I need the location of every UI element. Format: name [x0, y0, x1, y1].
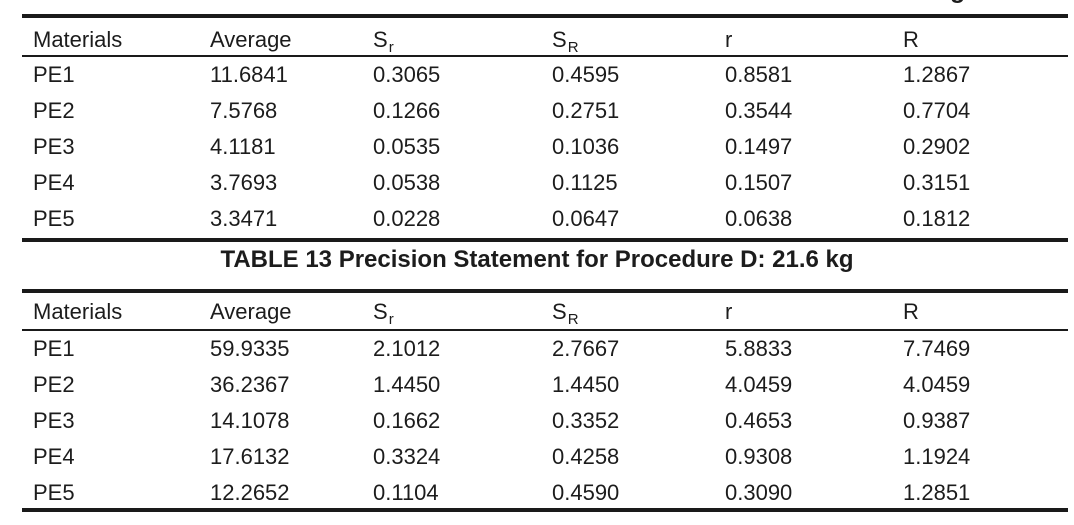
table-cell: PE5 [33, 480, 75, 505]
table-cell: 0.1812 [903, 206, 971, 231]
table-row: PE2 7.5768 0.1266 0.2751 0.3544 0.7704 [22, 98, 1068, 124]
table-cell: 1.2851 [903, 480, 971, 505]
table-cell: 0.0638 [725, 206, 793, 231]
table-cell: PE5 [33, 206, 75, 231]
table-cell: 0.0538 [373, 170, 441, 195]
table-cell: 0.4258 [552, 444, 620, 469]
table-cell: 3.3471 [210, 206, 278, 231]
table-cell: 11.6841 [210, 62, 288, 87]
subscript: r [388, 39, 394, 56]
table-cell: 7.7469 [903, 336, 971, 361]
table-cell: 0.9308 [725, 444, 793, 469]
table-cell: 0.3151 [903, 170, 971, 195]
table-cell: 3.7693 [210, 170, 278, 195]
table-row: PE3 14.1078 0.1662 0.3352 0.4653 0.9387 [22, 408, 1068, 434]
table-cell: 36.2367 [210, 372, 290, 397]
table-cell: 0.1266 [373, 98, 441, 123]
table-cell: 0.8581 [725, 62, 793, 87]
table-cell: 0.2751 [552, 98, 620, 123]
table-cell: 0.1662 [373, 408, 441, 433]
table-row: PE1 11.6841 0.3065 0.4595 0.8581 1.2867 [22, 62, 1068, 88]
table-cell: 0.1036 [552, 134, 620, 159]
table-cell: PE3 [33, 134, 75, 159]
rule-top-thick [22, 14, 1068, 18]
rule-bottom-thick [22, 508, 1068, 512]
t2-column-header-r-cap: R [903, 299, 919, 324]
subscript: r [388, 311, 394, 328]
rule-above-title-thick [22, 238, 1068, 242]
table-cell: 0.0535 [373, 134, 441, 159]
rule-table-13-header [22, 329, 1068, 331]
t1-column-header-sr: Sr [373, 27, 394, 56]
t1-column-header-r-cap: R [903, 27, 919, 52]
table-cell: 0.0647 [552, 206, 620, 231]
t1-column-header-r: r [725, 27, 733, 52]
table-cell: 2.1012 [373, 336, 441, 361]
t2-column-header-materials: Materials [33, 299, 123, 324]
table-top-header-row: Materials Average Sr SR r R [22, 27, 1068, 56]
table-cell: 0.1497 [725, 134, 793, 159]
table-row: PE1 59.9335 2.1012 2.7667 5.8833 7.7469 [22, 336, 1068, 362]
table-cell: 7.5768 [210, 98, 278, 123]
table-cell: 2.7667 [552, 336, 620, 361]
table-cell: 17.6132 [210, 444, 290, 469]
table-row: PE4 3.7693 0.0538 0.1125 0.1507 0.3151 [22, 170, 1068, 196]
table-cell: 1.2867 [903, 62, 971, 87]
table-cell: PE2 [33, 98, 75, 123]
table-row: PE4 17.6132 0.3324 0.4258 0.9308 1.1924 [22, 444, 1068, 470]
clipped-title-fragment: g [950, 0, 965, 3]
table-cell: PE1 [33, 336, 75, 361]
table-cell: 0.4595 [552, 62, 620, 87]
table-cell: 4.1181 [210, 134, 276, 159]
table-cell: PE4 [33, 444, 75, 469]
table-cell: 0.4653 [725, 408, 793, 433]
subscript: R [567, 311, 579, 328]
table-cell: 1.4450 [373, 372, 441, 397]
table-cell: 0.1125 [552, 170, 618, 195]
table-cell: PE2 [33, 372, 75, 397]
table-cell: 5.8833 [725, 336, 793, 361]
t2-column-header-s-cap-r: SR [552, 299, 579, 328]
rule-table-top-header [22, 55, 1068, 57]
table-cell: 0.3065 [373, 62, 441, 87]
table-cell: 1.4450 [552, 372, 620, 397]
table-cell: PE1 [33, 62, 75, 87]
table-cell: 0.3090 [725, 480, 793, 505]
t2-column-header-average: Average [210, 299, 292, 324]
subscript: R [567, 39, 579, 56]
table-cell: 4.0459 [725, 372, 793, 397]
table-cell: 0.3544 [725, 98, 793, 123]
table-13-header-row: Materials Average Sr SR r R [22, 299, 1068, 328]
table-cell: 0.1104 [373, 480, 439, 505]
t2-column-header-r: r [725, 299, 733, 324]
table-row: PE5 3.3471 0.0228 0.0647 0.0638 0.1812 [22, 206, 1068, 232]
table-cell: 14.1078 [210, 408, 290, 433]
table-cell: PE4 [33, 170, 75, 195]
table-cell: 1.1924 [903, 444, 971, 469]
t1-column-header-materials: Materials [33, 27, 123, 52]
t1-column-header-s-cap-r: SR [552, 27, 579, 56]
table-cell: 59.9335 [210, 336, 290, 361]
table-cell: PE3 [33, 408, 75, 433]
table-13-title: TABLE 13 Precision Statement for Procedu… [220, 246, 854, 273]
table-row: PE2 36.2367 1.4450 1.4450 4.0459 4.0459 [22, 372, 1068, 398]
table-cell: 0.3324 [373, 444, 441, 469]
table-cell: 0.4590 [552, 480, 620, 505]
table-cell: 12.2652 [210, 480, 290, 505]
rule-below-title-thick [22, 289, 1068, 293]
table-row: PE3 4.1181 0.0535 0.1036 0.1497 0.2902 [22, 134, 1068, 160]
t2-column-header-sr: Sr [373, 299, 394, 328]
table-cell: 0.3352 [552, 408, 620, 433]
t1-column-header-average: Average [210, 27, 292, 52]
table-row: PE5 12.2652 0.1104 0.4590 0.3090 1.2851 [22, 480, 1068, 506]
table-cell: 4.0459 [903, 372, 971, 397]
table-cell: 0.2902 [903, 134, 971, 159]
table-cell: 0.0228 [373, 206, 441, 231]
table-cell: 0.1507 [725, 170, 793, 195]
table-cell: 0.9387 [903, 408, 971, 433]
table-cell: 0.7704 [903, 98, 971, 123]
